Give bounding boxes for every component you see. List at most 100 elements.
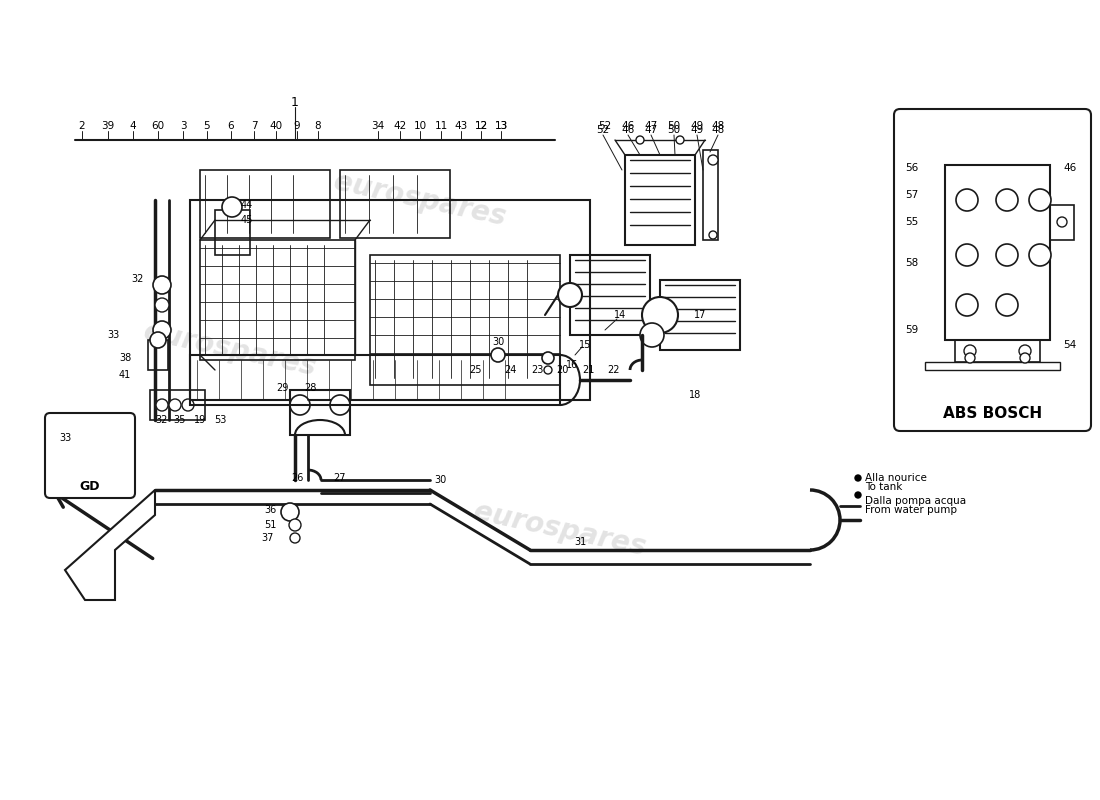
Text: 32: 32 [156,415,168,425]
Text: 31: 31 [574,537,586,547]
Circle shape [290,533,300,543]
FancyBboxPatch shape [894,109,1091,431]
Text: To tank: To tank [865,482,902,492]
Text: 48: 48 [712,125,725,135]
Circle shape [150,332,166,348]
Circle shape [710,231,717,239]
Circle shape [280,503,299,521]
Circle shape [542,352,554,364]
Text: 12: 12 [474,121,487,131]
Circle shape [642,297,678,333]
Text: 50: 50 [668,125,681,135]
Text: 22: 22 [607,365,619,375]
Text: 24: 24 [504,365,516,375]
Circle shape [640,323,664,347]
Text: 27: 27 [333,473,346,483]
Text: 1: 1 [292,97,299,110]
Text: 50: 50 [668,121,681,131]
Text: 7: 7 [251,121,257,131]
Circle shape [155,298,169,312]
Circle shape [330,395,350,415]
Text: 3: 3 [179,121,186,131]
Circle shape [708,155,718,165]
Circle shape [491,348,505,362]
Text: 48: 48 [712,121,725,131]
Text: 14: 14 [614,310,626,320]
Text: 13: 13 [494,121,507,131]
Text: 33: 33 [59,433,72,443]
Text: 8: 8 [315,121,321,131]
Bar [148,340,168,370]
Bar [190,355,560,405]
Circle shape [1028,244,1050,266]
Circle shape [996,294,1018,316]
Bar [200,240,355,360]
Bar [290,390,350,435]
Text: 15: 15 [579,340,591,350]
Text: 19: 19 [194,415,206,425]
Text: 11: 11 [434,121,448,131]
Text: 45: 45 [241,215,253,225]
Text: 9: 9 [294,121,300,131]
Circle shape [78,451,102,475]
Bar [660,280,740,350]
Text: 43: 43 [454,121,467,131]
Bar [955,340,1040,362]
Text: 18: 18 [689,390,701,400]
Circle shape [996,244,1018,266]
Circle shape [156,399,168,411]
Text: 29: 29 [276,383,288,393]
Text: 13: 13 [494,121,507,131]
Circle shape [1028,189,1050,211]
Bar [200,170,330,238]
Circle shape [964,345,976,357]
Text: 5: 5 [204,121,210,131]
Text: 39: 39 [101,121,114,131]
Bar [190,200,590,400]
Text: 6: 6 [228,121,234,131]
Circle shape [956,189,978,211]
Circle shape [676,136,684,144]
Text: 36: 36 [264,505,276,515]
Text: 25: 25 [469,365,482,375]
Text: 52: 52 [598,121,612,131]
Text: 57: 57 [905,190,918,200]
Circle shape [855,492,861,498]
Bar [625,155,695,245]
Text: 55: 55 [905,217,918,227]
Text: 49: 49 [691,121,704,131]
Circle shape [544,366,552,374]
Text: 28: 28 [304,383,316,393]
Text: 46: 46 [1064,163,1077,173]
Text: 40: 40 [270,121,283,131]
Text: 38: 38 [119,353,131,363]
Text: 20: 20 [556,365,569,375]
Circle shape [636,136,644,144]
Circle shape [965,353,975,363]
Circle shape [222,197,242,217]
Circle shape [956,244,978,266]
Circle shape [1019,345,1031,357]
Text: 23: 23 [531,365,543,375]
Bar [150,390,205,420]
Text: 34: 34 [372,121,385,131]
Circle shape [182,399,194,411]
Circle shape [558,283,582,307]
Bar [925,362,1060,370]
Text: 10: 10 [414,121,427,131]
Text: GD: GD [79,479,100,493]
Text: 51: 51 [264,520,276,530]
Circle shape [153,276,170,294]
Bar [370,255,560,385]
Text: 58: 58 [905,258,918,268]
Bar [1050,205,1074,240]
Text: 56: 56 [905,163,918,173]
Text: 4: 4 [130,121,136,131]
Text: From water pump: From water pump [865,505,957,515]
Text: 42: 42 [394,121,407,131]
Text: 54: 54 [1064,340,1077,350]
Text: 47: 47 [645,125,658,135]
Text: ABS BOSCH: ABS BOSCH [943,406,1042,421]
Text: 60: 60 [152,121,165,131]
FancyBboxPatch shape [45,413,135,498]
